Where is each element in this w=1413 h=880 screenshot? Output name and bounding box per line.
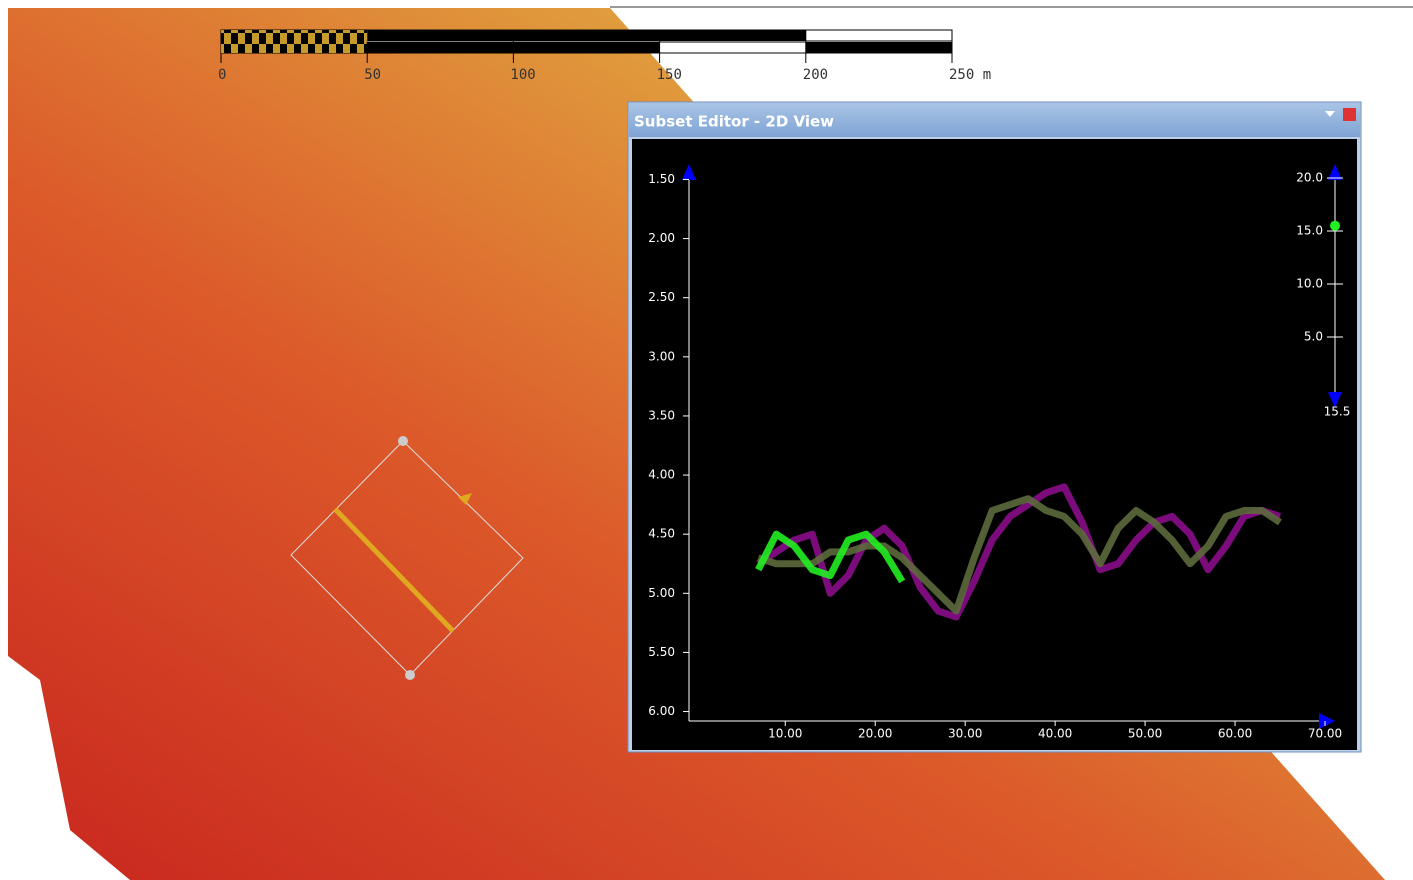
x-tick-label: 40.00 (1038, 727, 1072, 741)
y-tick-label: 3.00 (648, 349, 675, 363)
x-tick-label: 10.00 (768, 727, 802, 741)
scale-segment (660, 42, 806, 53)
y-tick-label: 3.50 (648, 408, 675, 422)
scale-segment (513, 42, 659, 53)
scale-segment (367, 42, 513, 53)
x-tick-label: 70.00 (1308, 727, 1342, 741)
plot-area (632, 139, 1357, 750)
scale-label: 0 (218, 67, 226, 83)
scale-label: 250 m (949, 67, 991, 83)
slider-label: 10.0 (1296, 277, 1323, 291)
y-tick-label: 1.50 (648, 172, 675, 186)
y-tick-label: 5.50 (648, 645, 675, 659)
y-tick-label: 4.00 (648, 468, 675, 482)
scale-label: 150 (657, 67, 682, 83)
scale-segment (806, 42, 952, 53)
x-tick-label: 60.00 (1218, 727, 1252, 741)
y-tick-label: 5.00 (648, 586, 675, 600)
y-tick-label: 2.00 (648, 231, 675, 245)
scale-segment (221, 30, 367, 53)
scale-label: 200 (803, 67, 828, 83)
scale-segment (806, 30, 952, 41)
scale-segment (660, 30, 806, 41)
x-tick-label: 50.00 (1128, 727, 1162, 741)
subset-editor-window: Subset Editor - 2D View (628, 102, 1361, 752)
y-tick-label: 2.50 (648, 290, 675, 304)
x-tick-label: 20.00 (858, 727, 892, 741)
window-title: Subset Editor - 2D View (634, 113, 834, 131)
slider-label: 15.0 (1296, 224, 1323, 238)
x-tick-label: 30.00 (948, 727, 982, 741)
y-tick-label: 6.00 (648, 704, 675, 718)
slider-label: 20.0 (1296, 171, 1323, 185)
slider-value: 15.5 (1324, 405, 1351, 419)
slider-handle[interactable] (1330, 221, 1340, 231)
scale-label: 100 (510, 67, 535, 83)
scale-label: 50 (364, 67, 381, 83)
slider-label: 5.0 (1304, 330, 1323, 344)
scale-segment (513, 30, 659, 41)
screen: 0 50 100 150 200 250 m Subset Editor - 2D Vie… (0, 0, 1413, 880)
scale-segment (367, 30, 513, 41)
close-button[interactable] (1343, 108, 1356, 121)
y-tick-label: 4.50 (648, 527, 675, 541)
